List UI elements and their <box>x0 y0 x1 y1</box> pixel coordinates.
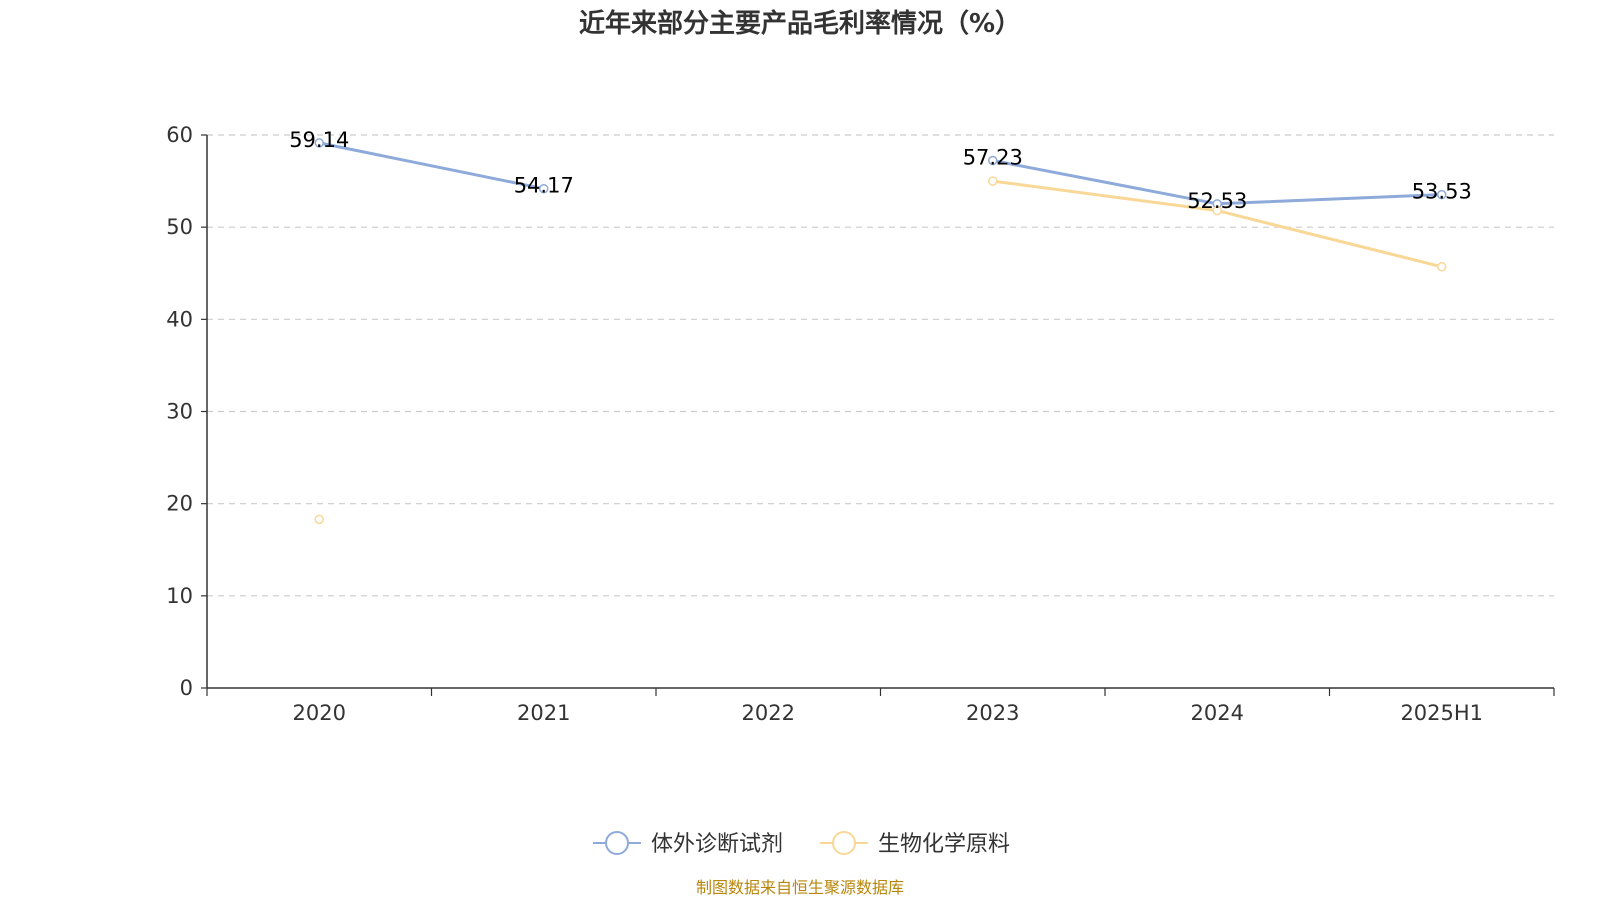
legend-label: 体外诊断试剂 <box>651 832 783 857</box>
data-point[interactable] <box>1437 262 1447 272</box>
chart-title: 近年来部分主要产品毛利率情况（%） <box>579 8 1021 39</box>
axes: 0 10 20 30 40 50 60 2020 2021 2022 2023 2024 2025H1 <box>166 123 1555 725</box>
y-tick-label: 10 <box>166 584 193 608</box>
data-point[interactable] <box>988 176 998 186</box>
series-1 <box>314 138 1447 209</box>
legend-item-1[interactable]: 体外诊断试剂 <box>593 831 783 857</box>
data-point[interactable] <box>314 138 324 148</box>
data-label: 54.17 <box>514 174 574 198</box>
data-label: 57.23 <box>963 146 1023 170</box>
x-tick-label: 2025H1 <box>1400 701 1483 725</box>
series-2 <box>314 176 1447 525</box>
data-point[interactable] <box>539 183 549 194</box>
source-note: 制图数据来自恒生聚源数据库 <box>696 878 904 897</box>
legend-label: 生物化学原料 <box>878 832 1010 857</box>
y-tick-label: 30 <box>166 400 193 424</box>
data-label: 52.53 <box>1187 189 1247 213</box>
y-tick-label: 50 <box>166 215 193 239</box>
legend[interactable]: 体外诊断试剂 生物化学原料 <box>593 831 1010 857</box>
data-label: 53.53 <box>1412 180 1472 204</box>
grid-lines <box>207 134 1554 597</box>
series-layer <box>314 138 1447 525</box>
x-tick-label: 2023 <box>966 701 1019 725</box>
y-tick-label: 60 <box>166 123 193 147</box>
x-tick-label: 2021 <box>517 701 570 725</box>
data-point[interactable] <box>1437 189 1447 200</box>
data-point[interactable] <box>314 514 324 525</box>
legend-marker-icon <box>832 831 856 855</box>
x-tick-label: 2022 <box>742 701 795 725</box>
legend-marker-icon <box>605 831 629 855</box>
data-label: 59.14 <box>289 128 349 152</box>
data-point[interactable] <box>988 155 998 166</box>
data-labels: 59.14 54.17 57.23 52.53 53.53 <box>289 128 1472 213</box>
y-tick-label: 40 <box>166 307 193 331</box>
data-point[interactable] <box>1212 205 1222 216</box>
series-line <box>319 141 545 191</box>
legend-item-2[interactable]: 生物化学原料 <box>820 831 1010 857</box>
x-tick-label: 2020 <box>293 701 346 725</box>
y-tick-label: 20 <box>166 492 193 516</box>
x-tick-label: 2024 <box>1191 701 1244 725</box>
y-tick-label: 0 <box>180 676 193 700</box>
